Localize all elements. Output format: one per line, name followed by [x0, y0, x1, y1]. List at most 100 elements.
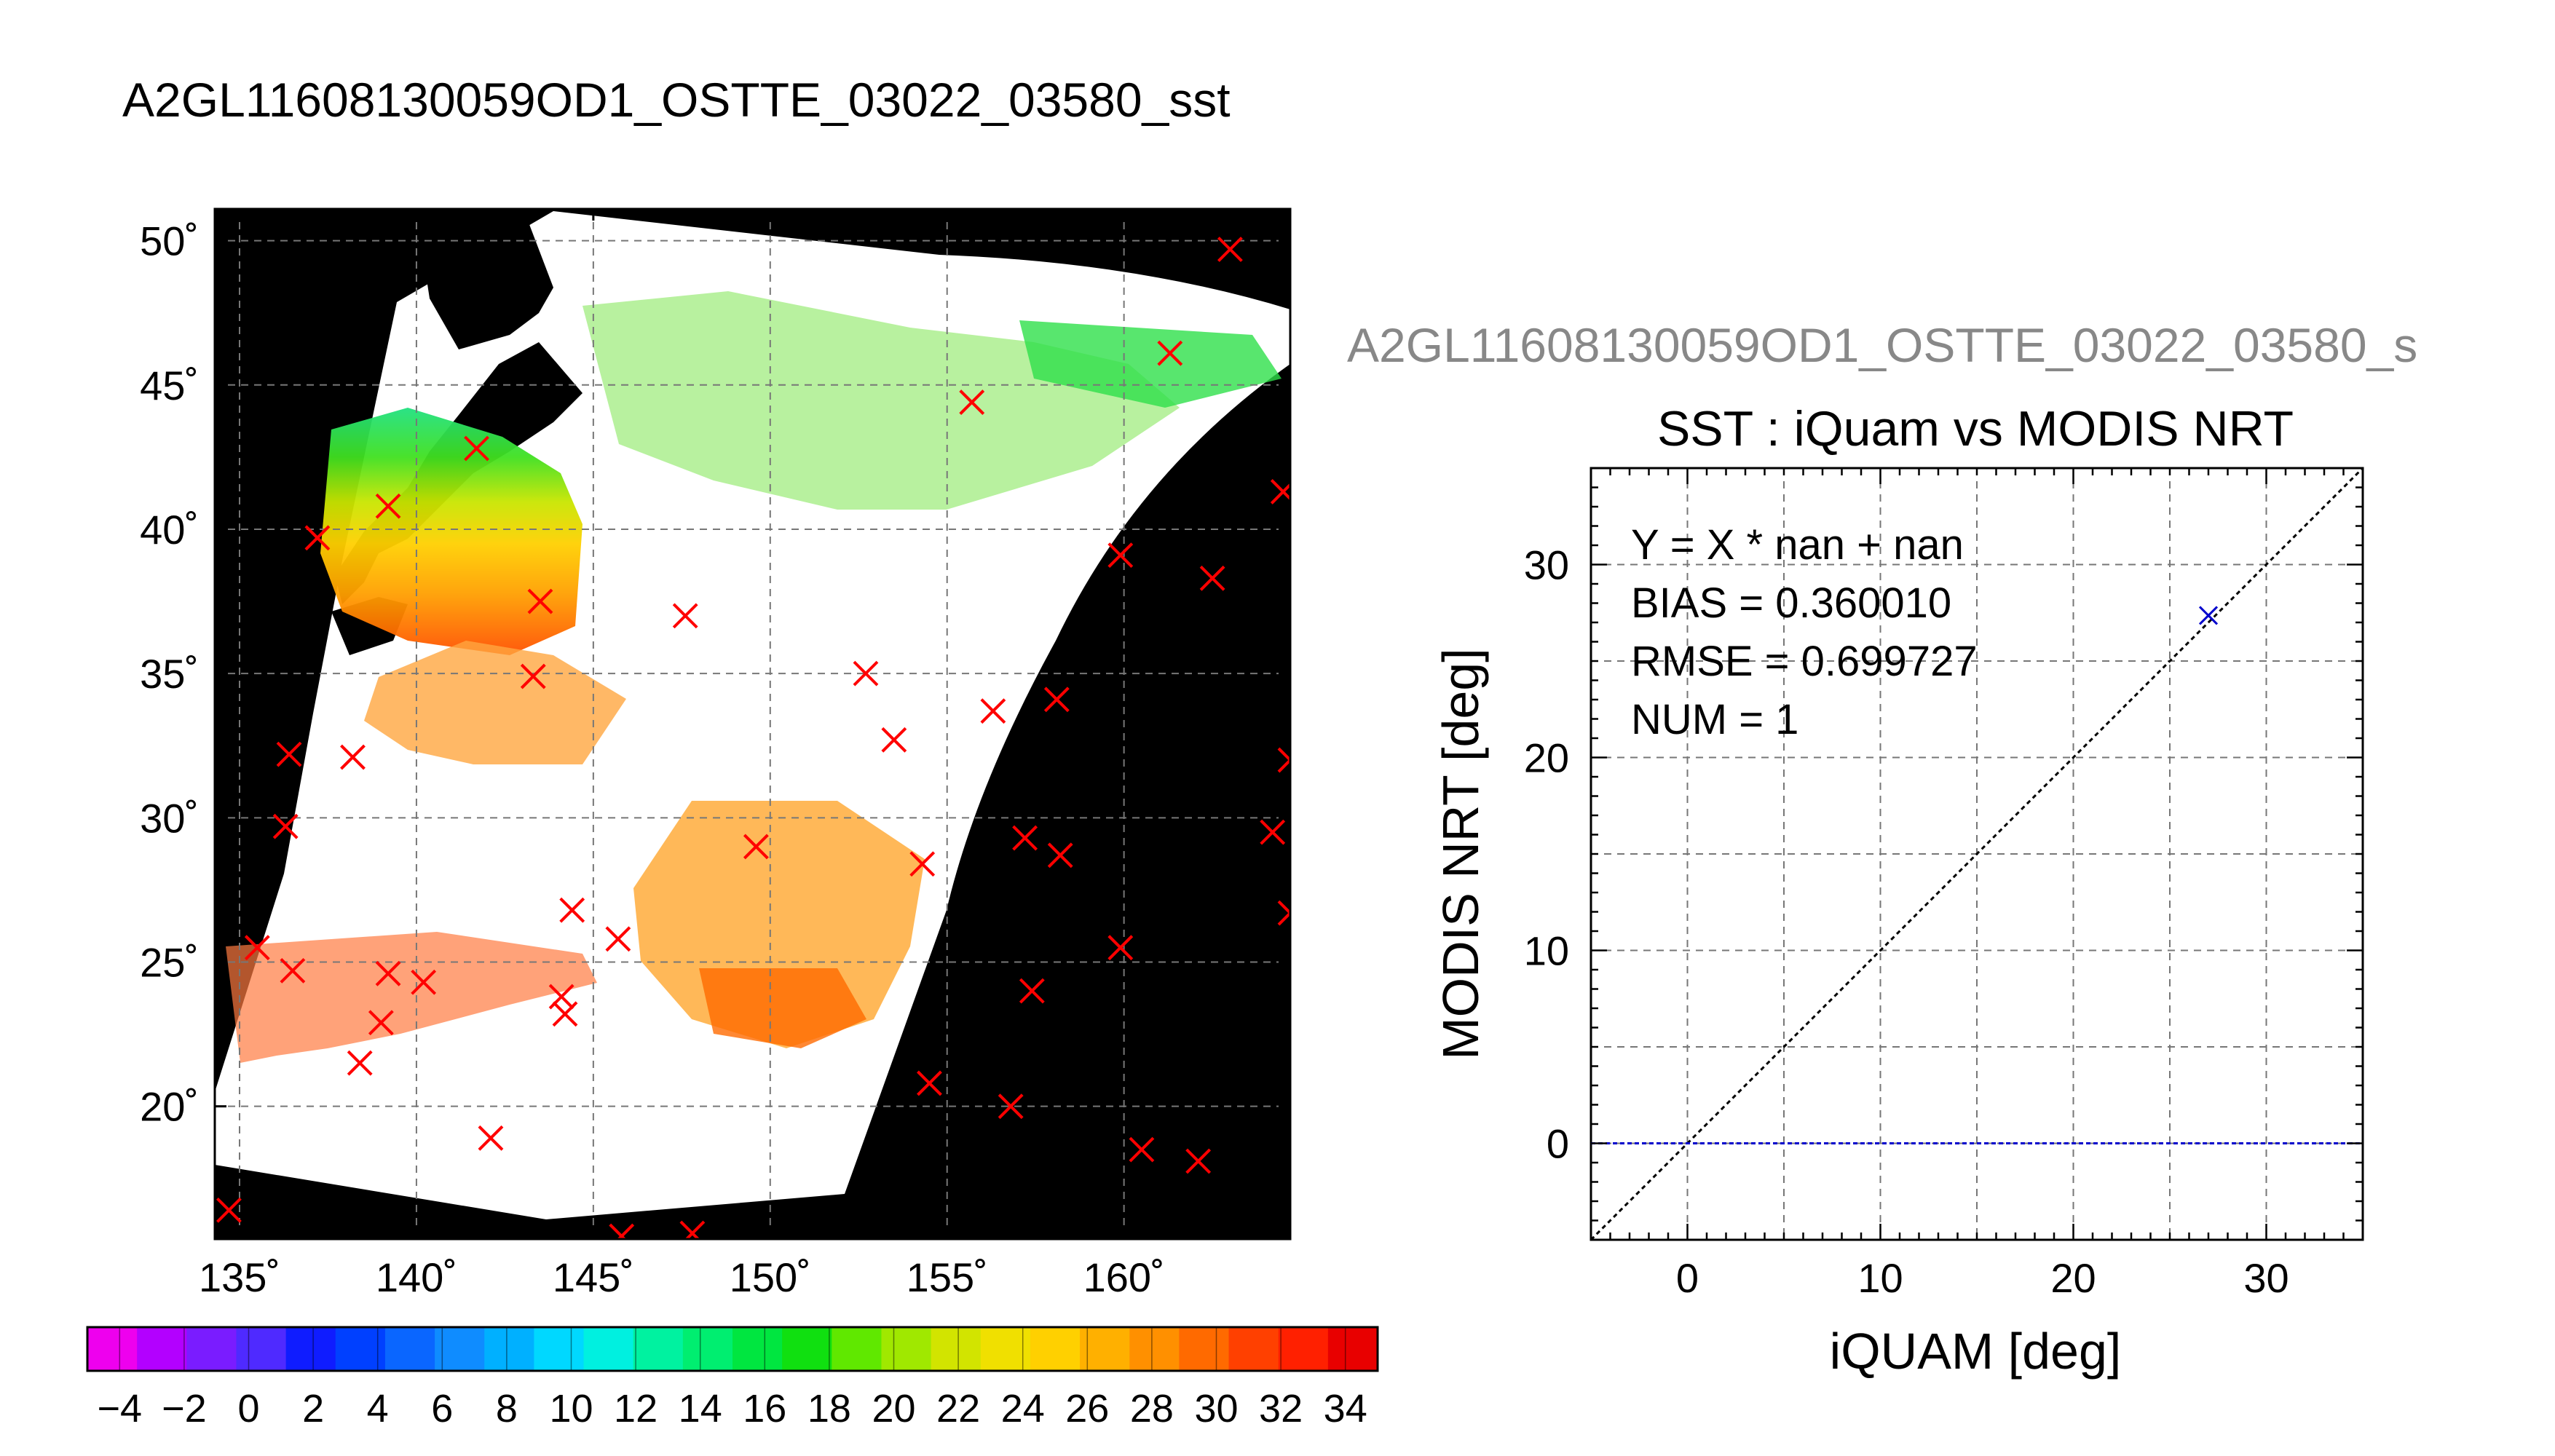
- sst-region-orange: [364, 641, 626, 764]
- colorbar-cell: [236, 1327, 287, 1371]
- colorbar-cell: [633, 1327, 684, 1371]
- colorbar-cell: [832, 1327, 882, 1371]
- buoy-marker: [552, 1001, 578, 1027]
- colorbar-cell: [435, 1327, 486, 1371]
- colorbar-cell: [980, 1327, 1031, 1371]
- scatter-y-tick-label: 20: [1524, 735, 1569, 781]
- colorbar-tick-label: 32: [1259, 1387, 1303, 1431]
- scatter-y-tick-label: 10: [1524, 928, 1569, 974]
- buoy-marker: [411, 969, 437, 995]
- scatter-x-tick-label: 30: [2243, 1255, 2289, 1301]
- colorbar-tick-label: 24: [1001, 1387, 1045, 1431]
- buoy-marker: [1012, 825, 1038, 851]
- buoy-marker: [1129, 1136, 1155, 1163]
- scatter-window-title: A2GL11608130059OD1_OSTTE_03022_03580_s: [1347, 318, 2417, 372]
- scatter-y-label: MODIS NRT [deg]: [1432, 648, 1489, 1059]
- scatter-lines: [1590, 467, 2364, 1241]
- colorbar-cell: [1129, 1327, 1180, 1371]
- colorbar-cell: [87, 1327, 138, 1371]
- colorbar-cell: [1327, 1327, 1378, 1371]
- scatter-x-tick-label: 0: [1676, 1255, 1699, 1301]
- colorbar-cell: [931, 1327, 982, 1371]
- colorbar-tick-label: 30: [1194, 1387, 1238, 1431]
- buoy-marker: [1277, 747, 1290, 773]
- map-y-tick-label: 25˚: [140, 939, 199, 985]
- colorbar-tick-label: −2: [162, 1387, 207, 1431]
- colorbar-cell: [881, 1327, 932, 1371]
- colorbar-cell: [484, 1327, 535, 1371]
- buoy-marker: [216, 1197, 242, 1223]
- buoy-marker: [1199, 565, 1225, 591]
- buoy-marker: [368, 1010, 394, 1036]
- map-y-tick-label: 30˚: [140, 795, 199, 841]
- colorbar-tick-label: 10: [549, 1387, 593, 1431]
- scatter-y-tick-label: 30: [1524, 542, 1569, 588]
- buoy-marker: [605, 926, 631, 952]
- colorbar-cell: [534, 1327, 585, 1371]
- scatter-plot: 0 10 20 30 0 10 20 30 Y = X * nan + nan BIAS = 0…: [1524, 467, 2364, 1301]
- scatter-points: [2198, 606, 2219, 625]
- scatter-stats: Y = X * nan + nan BIAS = 0.360010 RMSE = 0…: [1631, 521, 1978, 743]
- map-x-tick-label: 155˚: [907, 1254, 988, 1300]
- colorbar-cell: [1179, 1327, 1230, 1371]
- buoy-marker: [1185, 1148, 1212, 1174]
- buoy-marker: [609, 1223, 635, 1239]
- scatter-stat-line: Y = X * nan + nan: [1631, 521, 1964, 569]
- map-y-tick-label: 40˚: [140, 507, 199, 553]
- buoy-marker: [909, 851, 936, 877]
- colorbar-tick-label: 22: [936, 1387, 980, 1431]
- land-hokkaido: [422, 209, 553, 349]
- map-x-tick-label: 150˚: [730, 1254, 811, 1300]
- buoy-marker: [347, 1050, 373, 1076]
- buoy-marker: [272, 813, 299, 839]
- map-y-tick-label: 45˚: [140, 363, 199, 408]
- map-x-tick-label: 135˚: [199, 1254, 280, 1300]
- buoy-marker: [743, 834, 769, 860]
- buoy-marker: [853, 660, 879, 687]
- buoy-markers: [216, 237, 1290, 1239]
- buoy-marker: [527, 588, 553, 614]
- colorbar-tick-label: 18: [807, 1387, 851, 1431]
- sst-map: 135˚ 140˚ 145˚ 150˚ 155˚ 160˚ 20˚ 25˚ 30˚ 35˚ 40˚ 4…: [140, 207, 1292, 1300]
- buoy-marker: [464, 435, 489, 462]
- colorbar-tick-label: 28: [1130, 1387, 1174, 1431]
- scatter-axes: 0 10 20 30 0 10 20 30: [1524, 467, 2364, 1301]
- colorbar-cell: [682, 1327, 733, 1371]
- buoy-marker: [917, 1070, 942, 1096]
- buoy-marker: [672, 603, 698, 629]
- buoy-marker: [998, 1093, 1024, 1120]
- colorbar-cell: [1278, 1327, 1329, 1371]
- map-x-tick-label: 160˚: [1083, 1254, 1165, 1300]
- buoy-marker: [375, 493, 401, 519]
- colorbar-cell: [186, 1327, 237, 1371]
- colorbar-tick-label: 4: [367, 1387, 389, 1431]
- buoy-marker: [478, 1125, 504, 1151]
- colorbar-tick-label: 26: [1065, 1387, 1109, 1431]
- colorbar-cell: [583, 1327, 634, 1371]
- scatter-x-tick-label: 20: [2050, 1255, 2096, 1301]
- buoy-marker: [276, 741, 302, 767]
- buoy-marker: [1107, 542, 1134, 569]
- map-title: A2GL11608130059OD1_OSTTE_03022_03580_sst: [122, 73, 1231, 127]
- colorbar-tick-label: −4: [98, 1387, 143, 1431]
- buoy-marker: [1047, 842, 1073, 869]
- buoy-marker: [1217, 237, 1243, 262]
- sst-region-west: [226, 932, 597, 1063]
- buoy-marker: [959, 389, 985, 415]
- buoy-marker: [1019, 978, 1045, 1004]
- colorbar: −4 −2 0 2 4 6 8 10 12 14 16 18 20 22 24 26 28 30 32 34: [86, 1326, 1379, 1431]
- scatter-point: [2198, 606, 2219, 625]
- buoy-marker: [1260, 819, 1286, 845]
- scatter-x-label: iQUAM [deg]: [1830, 1323, 2122, 1380]
- colorbar-cell: [137, 1327, 188, 1371]
- colorbar-tick-label: 2: [302, 1387, 324, 1431]
- buoy-marker: [1277, 900, 1290, 926]
- colorbar-cell: [782, 1327, 833, 1371]
- scatter-title: SST : iQuam vs MODIS NRT: [1657, 401, 2294, 456]
- map-y-tick-label: 20˚: [140, 1084, 199, 1130]
- buoy-marker: [1157, 340, 1183, 366]
- map-x-tick-label: 140˚: [376, 1254, 457, 1300]
- buoy-marker: [980, 698, 1006, 724]
- colorbar-cell: [1030, 1327, 1081, 1371]
